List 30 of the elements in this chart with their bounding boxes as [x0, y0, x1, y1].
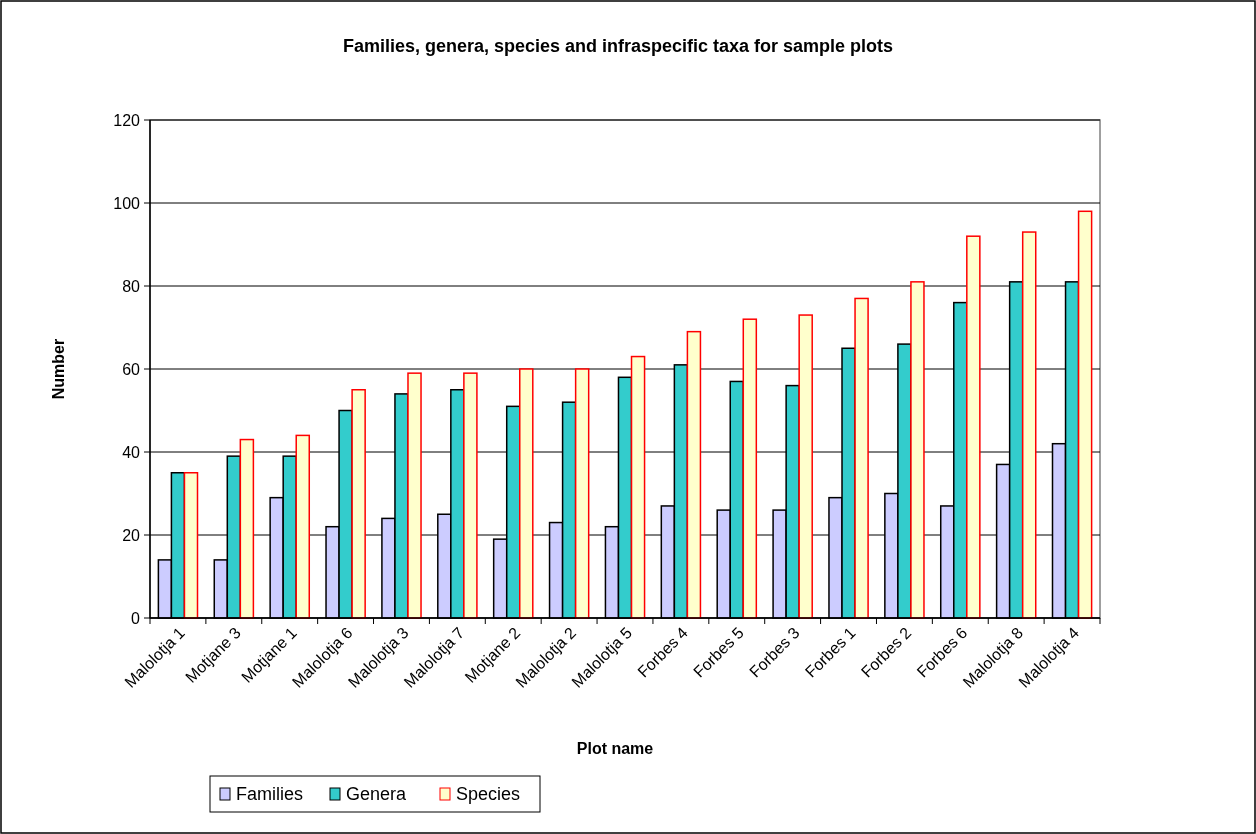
y-tick-label: 60	[122, 360, 141, 378]
y-tick-label: 20	[122, 526, 141, 544]
bar	[407, 372, 422, 619]
bar	[295, 434, 311, 619]
bar	[574, 368, 590, 619]
x-axis-title: Plot name	[576, 740, 654, 757]
bar	[239, 438, 255, 619]
y-tick-label: 80	[122, 277, 141, 295]
y-tick-label: 100	[113, 194, 141, 212]
bar	[798, 314, 813, 619]
y-tick-label: 40	[122, 443, 141, 461]
legend-label: Genera	[346, 784, 408, 805]
y-axis-title: Number	[50, 338, 67, 400]
bar	[351, 389, 366, 619]
bar	[183, 472, 199, 619]
bar	[519, 368, 534, 619]
bar	[630, 355, 646, 619]
bar	[463, 372, 478, 619]
bar	[742, 318, 758, 619]
y-tick-label: 0	[131, 609, 141, 627]
bar	[910, 281, 925, 619]
bar	[966, 235, 981, 619]
bar	[854, 297, 869, 619]
legend-label: Families	[236, 784, 304, 805]
bar	[686, 330, 702, 619]
bar	[1077, 210, 1093, 619]
legend-label: Species	[456, 784, 521, 805]
chart-title: Families, genera, species and infraspecific taxa for sample plots	[342, 36, 894, 56]
bar	[1021, 231, 1037, 619]
y-tick-label: 120	[113, 111, 141, 129]
